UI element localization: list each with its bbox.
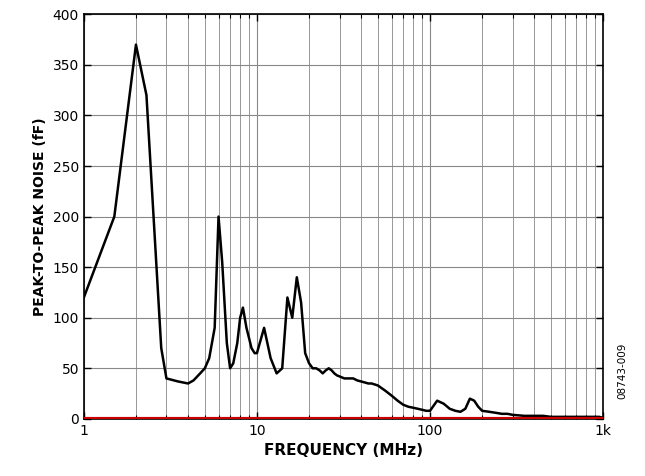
X-axis label: FREQUENCY (MHz): FREQUENCY (MHz) — [264, 443, 423, 458]
Text: 08743-009: 08743-009 — [617, 343, 628, 399]
Y-axis label: PEAK-TO-PEAK NOISE (fF): PEAK-TO-PEAK NOISE (fF) — [33, 117, 47, 316]
